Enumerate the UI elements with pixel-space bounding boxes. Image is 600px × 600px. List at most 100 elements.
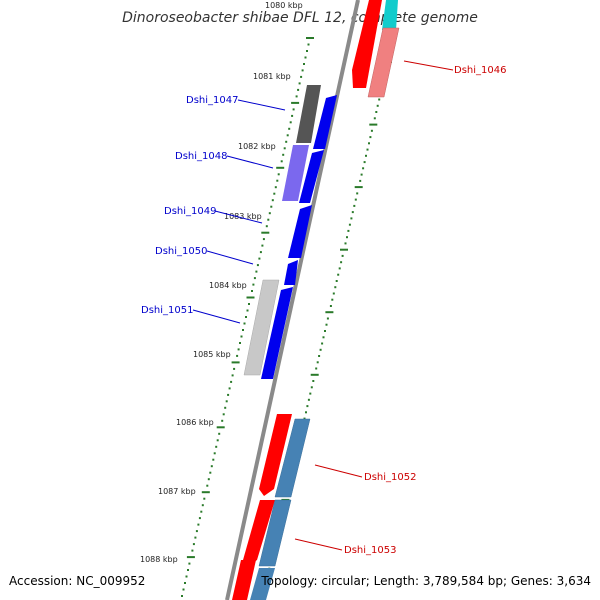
scale-right-minor-tick bbox=[329, 305, 332, 307]
gene-dshi-1047-arrow[interactable] bbox=[313, 95, 337, 149]
scale-left-minor-tick bbox=[200, 510, 203, 513]
scale-right-minor-tick bbox=[348, 223, 351, 226]
label-dshi-1048[interactable]: Dshi_1048 bbox=[175, 151, 227, 162]
gene-dshi-1050-arrow[interactable] bbox=[284, 260, 298, 285]
scale-left-minor-tick bbox=[267, 218, 270, 221]
scale-left-minor-tick bbox=[236, 354, 239, 357]
gene-dshi-1048-arrow[interactable] bbox=[299, 150, 324, 203]
scale-right-major-tick bbox=[369, 123, 378, 126]
scale-left-minor-tick bbox=[228, 387, 231, 390]
gene-dshi-1052-arrow[interactable] bbox=[259, 414, 292, 496]
scale-right-minor-tick bbox=[316, 361, 319, 364]
scale-left-minor-tick bbox=[181, 595, 183, 597]
scale-left-major-tick bbox=[276, 166, 285, 169]
scale-left-major-tick bbox=[246, 296, 255, 299]
scale-right-minor-tick bbox=[334, 286, 337, 289]
scale-left-major-tick bbox=[201, 491, 210, 494]
gene-dshi-1049-arrow[interactable] bbox=[288, 205, 312, 258]
scale-right-minor-tick bbox=[378, 98, 381, 101]
scale-right-minor-tick bbox=[319, 348, 322, 351]
scale-left-major-tick bbox=[231, 361, 240, 364]
scale-right-minor-tick bbox=[310, 386, 313, 389]
scale-left-minor-tick bbox=[212, 458, 215, 461]
scale-left-minor-tick bbox=[187, 569, 189, 571]
leader-dshi-1046 bbox=[403, 60, 454, 71]
scale-left-minor-tick bbox=[239, 342, 241, 344]
scale-left-minor-tick bbox=[216, 439, 219, 442]
scale-right-minor-tick bbox=[332, 292, 335, 295]
scale-right-major-tick bbox=[354, 186, 363, 189]
scale-left-minor-tick bbox=[298, 82, 301, 85]
scale-left-major-tick bbox=[216, 426, 225, 429]
scale-right-minor-tick bbox=[315, 367, 318, 370]
scale-left-minor-tick bbox=[288, 127, 291, 130]
scale-left-minor-tick bbox=[243, 322, 246, 325]
scale-left-minor-tick bbox=[230, 380, 233, 383]
gene-next-reverse-shadow[interactable] bbox=[250, 568, 275, 600]
leader-dshi-1050 bbox=[206, 250, 254, 265]
leader-dshi-1047 bbox=[237, 99, 286, 111]
label-dshi-1053[interactable]: Dshi_1053 bbox=[344, 545, 396, 556]
scale-left-minor-tick bbox=[218, 432, 221, 435]
scale-left-minor-tick bbox=[198, 517, 201, 520]
label-dshi-1052[interactable]: Dshi_1052 bbox=[364, 472, 416, 483]
scale-left-minor-tick bbox=[188, 562, 191, 565]
label-dshi-1047[interactable]: Dshi_1047 bbox=[186, 95, 238, 106]
scale-ticks-left bbox=[181, 37, 314, 597]
scale-label-1087: 1087 kbp bbox=[158, 487, 196, 496]
scale-left-minor-tick bbox=[237, 348, 240, 351]
scale-right-minor-tick bbox=[341, 254, 344, 257]
label-dshi-1050[interactable]: Dshi_1050 bbox=[155, 246, 207, 257]
label-dshi-1051[interactable]: Dshi_1051 bbox=[141, 305, 193, 316]
scale-left-minor-tick bbox=[268, 212, 271, 215]
scale-left-minor-tick bbox=[227, 393, 230, 396]
scale-label-1080: 1080 kbp bbox=[265, 1, 303, 10]
scale-left-minor-tick bbox=[213, 452, 216, 455]
scale-right-minor-tick bbox=[369, 136, 372, 139]
scale-label-1084: 1084 kbp bbox=[209, 281, 247, 290]
scale-left-minor-tick bbox=[233, 367, 236, 370]
scale-left-minor-tick bbox=[277, 173, 280, 176]
scale-left-minor-tick bbox=[307, 43, 310, 46]
gene-dshi-1051-shadow[interactable] bbox=[243, 279, 280, 376]
leader-dshi-1052 bbox=[314, 464, 363, 478]
scale-right-minor-tick bbox=[365, 154, 367, 157]
scale-right-minor-tick bbox=[376, 104, 379, 107]
gene-dshi-1051-arrow[interactable] bbox=[261, 287, 293, 379]
scale-right-minor-tick bbox=[309, 392, 312, 395]
gene-next-reverse-arrow[interactable] bbox=[232, 560, 256, 600]
scale-right-minor-tick bbox=[303, 417, 306, 420]
gene-dshi-1046-arrow[interactable] bbox=[352, 0, 382, 88]
label-dshi-1046[interactable]: Dshi_1046 bbox=[454, 65, 506, 76]
scale-right-minor-tick bbox=[322, 336, 325, 339]
scale-left-minor-tick bbox=[276, 179, 279, 182]
gene-dshi-1052-shadow[interactable] bbox=[274, 418, 311, 498]
gene-dshi-1053-shadow[interactable] bbox=[258, 499, 292, 567]
gene-dshi-1053-arrow[interactable] bbox=[243, 500, 275, 566]
scale-right-minor-tick bbox=[360, 173, 363, 176]
scale-left-minor-tick bbox=[197, 523, 200, 526]
gene-dshi-1048-shadow[interactable] bbox=[282, 145, 309, 201]
scale-left-minor-tick bbox=[270, 205, 273, 208]
scale-right-minor-tick bbox=[335, 280, 338, 282]
scale-right-minor-tick bbox=[340, 261, 343, 264]
scale-left-minor-tick bbox=[222, 413, 225, 416]
scale-left-major-tick bbox=[291, 101, 300, 104]
scale-right-major-tick bbox=[310, 373, 319, 376]
scale-right-minor-tick bbox=[366, 148, 369, 151]
scale-left-minor-tick bbox=[248, 303, 250, 305]
scale-left-minor-tick bbox=[206, 484, 209, 487]
scale-right-minor-tick bbox=[321, 342, 324, 345]
scale-left-minor-tick bbox=[295, 95, 298, 98]
gene-dshi-1047-shadow[interactable] bbox=[296, 85, 321, 143]
scale-left-minor-tick bbox=[201, 504, 204, 507]
scale-left-minor-tick bbox=[240, 335, 243, 338]
scale-left-minor-tick bbox=[285, 140, 288, 143]
scale-left-minor-tick bbox=[191, 549, 194, 552]
scale-right-major-tick bbox=[325, 311, 334, 314]
leader-dshi-1053 bbox=[294, 538, 343, 551]
label-dshi-1049[interactable]: Dshi_1049 bbox=[164, 206, 216, 217]
gene-dshi-1046-shadow[interactable] bbox=[367, 27, 400, 98]
gene-dshi-1046-cyan-feature[interactable] bbox=[382, 0, 398, 30]
